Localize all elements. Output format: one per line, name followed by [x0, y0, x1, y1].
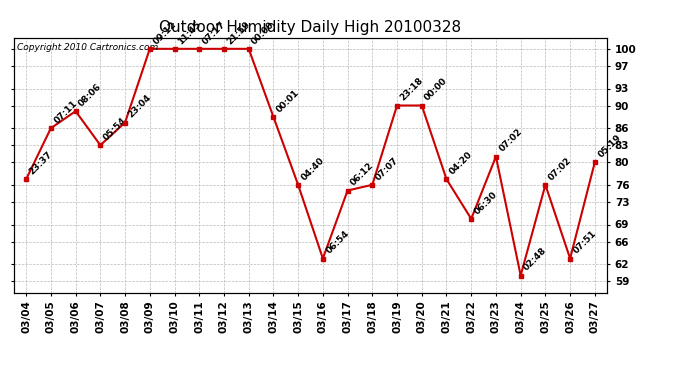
Text: 07:07: 07:07: [374, 156, 400, 182]
Text: 21:59: 21:59: [226, 20, 252, 46]
Text: 08:06: 08:06: [77, 82, 104, 108]
Title: Outdoor Humidity Daily High 20100328: Outdoor Humidity Daily High 20100328: [159, 20, 462, 35]
Text: 07:02: 07:02: [497, 127, 524, 154]
Text: 06:30: 06:30: [473, 190, 499, 216]
Text: 07:17: 07:17: [201, 20, 227, 46]
Text: 06:54: 06:54: [324, 229, 351, 256]
Text: 04:40: 04:40: [299, 156, 326, 182]
Text: 11:45: 11:45: [176, 20, 203, 46]
Text: 23:18: 23:18: [398, 76, 425, 103]
Text: 00:00: 00:00: [423, 76, 449, 103]
Text: 06:12: 06:12: [349, 161, 375, 188]
Text: 05:19: 05:19: [596, 133, 623, 159]
Text: 07:02: 07:02: [546, 156, 573, 182]
Text: 09:12: 09:12: [151, 20, 178, 46]
Text: 02:48: 02:48: [522, 246, 549, 273]
Text: 05:54: 05:54: [101, 116, 128, 142]
Text: 23:04: 23:04: [126, 93, 153, 120]
Text: Copyright 2010 Cartronics.com: Copyright 2010 Cartronics.com: [17, 43, 158, 52]
Text: 23:37: 23:37: [28, 150, 55, 176]
Text: 07:51: 07:51: [571, 229, 598, 256]
Text: 07:11: 07:11: [52, 99, 79, 125]
Text: 00:00: 00:00: [250, 20, 276, 46]
Text: 04:20: 04:20: [448, 150, 475, 176]
Text: 00:01: 00:01: [275, 88, 301, 114]
